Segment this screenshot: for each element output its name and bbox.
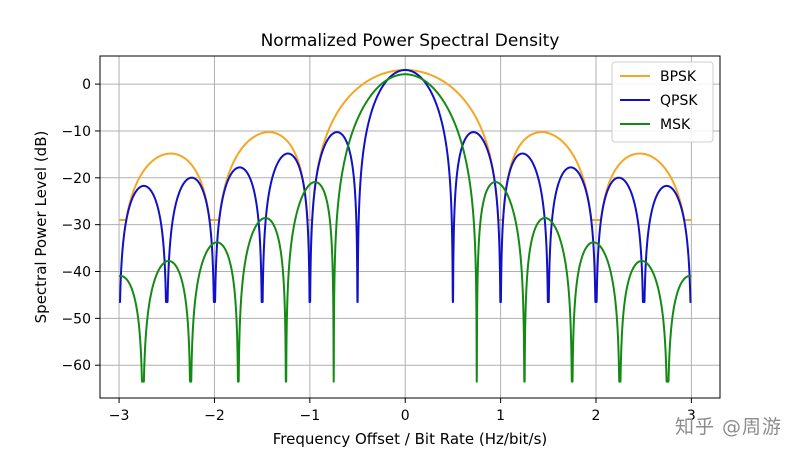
series-line-qpsk — [118, 69, 693, 303]
x-tick-label: −3 — [109, 408, 130, 424]
y-tick-label: −60 — [61, 358, 91, 374]
legend-label-qpsk: QPSK — [660, 93, 698, 109]
legend: BPSK QPSK MSK — [611, 61, 714, 143]
plot-frame — [99, 55, 721, 399]
x-tick-label: −1 — [300, 408, 321, 424]
x-tick-label: 2 — [592, 408, 601, 424]
y-tick-label: 0 — [82, 77, 91, 93]
series-line-msk — [118, 73, 693, 383]
y-tick-label: −10 — [61, 124, 91, 140]
chart-title: Normalized Power Spectral Density — [261, 31, 560, 51]
y-tick-label: −40 — [61, 265, 91, 281]
x-tick-label: −2 — [204, 408, 225, 424]
legend-box — [611, 61, 714, 143]
y-tick-label: −30 — [61, 218, 91, 234]
legend-label-bpsk: BPSK — [660, 69, 697, 85]
series-lines — [118, 69, 693, 383]
y-tick-label: −20 — [61, 171, 91, 187]
x-tick-label: 0 — [401, 408, 410, 424]
y-axis-label: Spectral Power Level (dB) — [32, 131, 50, 324]
x-axis-label: Frequency Offset / Bit Rate (Hz/bit/s) — [273, 430, 548, 448]
watermark: 知乎 @周游 — [674, 416, 782, 438]
ticks: −3 −2 −1 0 1 2 30−10−20−30−40−50−60 — [61, 77, 695, 424]
legend-label-msk: MSK — [660, 117, 691, 133]
y-tick-label: −50 — [61, 311, 91, 327]
x-tick-label: 1 — [496, 408, 505, 424]
x-tick-label: 3 — [687, 408, 696, 424]
